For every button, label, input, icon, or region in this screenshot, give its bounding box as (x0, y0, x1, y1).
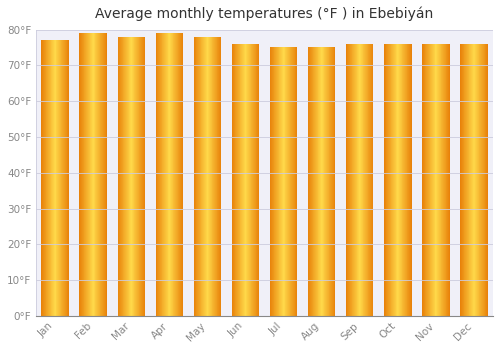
Title: Average monthly temperatures (°F ) in Ebebiyán: Average monthly temperatures (°F ) in Eb… (96, 7, 433, 21)
